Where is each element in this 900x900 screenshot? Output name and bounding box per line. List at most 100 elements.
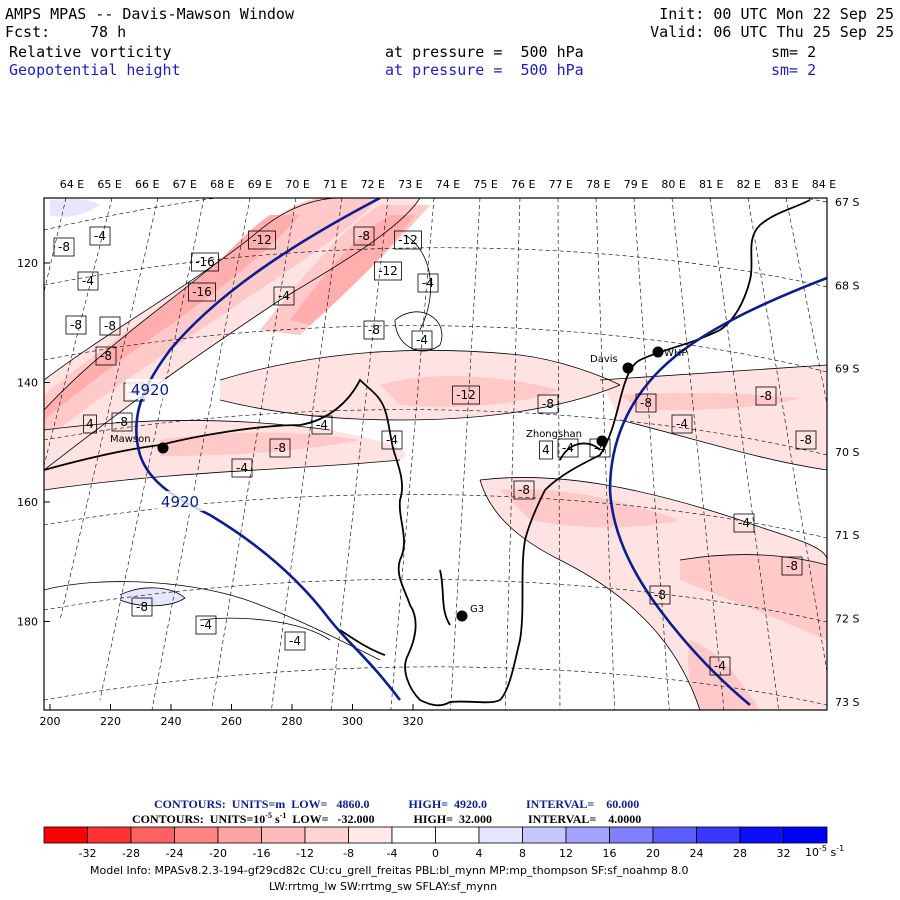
vort-info-units: CONTOURS: UNITS=10 (132, 812, 266, 826)
longitude-label: 78 E (586, 178, 610, 191)
height-contours (134, 198, 827, 706)
station-g3: G3 (456, 604, 484, 622)
svg-text:-8: -8 (136, 600, 148, 614)
height-contour-label: 4920 (131, 381, 169, 399)
colorbar-segment (304, 826, 349, 844)
svg-text:-4: -4 (714, 659, 726, 673)
vorticity-label: -8 (649, 585, 671, 605)
vorticity-label: -16 (188, 282, 216, 302)
longitude-label: 84 E (812, 178, 836, 191)
colorbar-segment (87, 826, 132, 844)
svg-text:-8: -8 (58, 240, 70, 254)
colorbar-label: -32 (79, 847, 97, 860)
vorticity-label: -8 (53, 237, 75, 257)
colorbar-segment (43, 826, 88, 844)
latitude-label: 70 S (835, 446, 859, 459)
svg-text:-8: -8 (786, 559, 798, 573)
svg-text:-4: -4 (676, 417, 688, 431)
svg-text:-8: -8 (760, 389, 772, 403)
station-marker (622, 362, 634, 374)
x-axis-ticks: 200 220 240 260 280 300 320 (40, 704, 424, 728)
vorticity-label: -4 (733, 513, 755, 533)
x-tick-label: 280 (282, 715, 303, 728)
model-info-line1: Model Info: MPASv8.2.3-194-gf29cd82c CU:… (90, 864, 689, 877)
svg-text:-4: -4 (200, 618, 212, 632)
colorbar-label: 4 (476, 847, 483, 860)
colorbar-label: 0 (432, 847, 439, 860)
vorticity-label: -4 (284, 631, 306, 651)
svg-text:-8: -8 (104, 319, 116, 333)
colorbar-label: 8 (519, 847, 526, 860)
svg-text:-4: -4 (386, 433, 398, 447)
height-contour-info: CONTOURS: UNITS=m LOW= 4860.0 HIGH= 4920… (154, 797, 640, 811)
svg-text:-8: -8 (368, 323, 380, 337)
vorticity-label: -4 (417, 273, 439, 293)
vorticity-label: -16 (191, 252, 219, 272)
longitude-label: 74 E (436, 178, 460, 191)
svg-text:-12: -12 (252, 233, 272, 247)
height-contour-label: 4920 (161, 493, 199, 511)
vorticity-label: -8 (269, 438, 291, 458)
vort-info-range: LOW= -32.000 HIGH= 32.000 INTERVAL= 4.00… (286, 812, 642, 826)
colorbar-segment (130, 826, 175, 844)
vorticity-label: -4 (411, 330, 433, 350)
field2-name: Geopotential height (9, 61, 181, 79)
vorticity-label: -12 (452, 385, 480, 405)
longitude-label: 82 E (737, 178, 761, 191)
y-axis-ticks: 120 140 160 180 (17, 257, 50, 629)
vorticity-label: -8 (513, 480, 535, 500)
field2-level: at pressure = 500 hPa (385, 61, 584, 79)
forecast-hour: 78 h (90, 23, 127, 41)
vorticity-label: -4 (311, 415, 333, 435)
station-mawson: Mawson (110, 434, 169, 454)
longitude-label: 69 E (248, 178, 272, 191)
y-tick-label: 120 (17, 257, 38, 270)
longitude-label: 72 E (361, 178, 385, 191)
colorbar-label: 20 (646, 847, 660, 860)
svg-text:-4: -4 (94, 229, 106, 243)
svg-text:-4: -4 (416, 333, 428, 347)
vorticity-label: -8 (99, 316, 121, 336)
vorticity-label: 4 (539, 440, 553, 460)
longitude-labels: 64 E 65 E 66 E 67 E 68 E 69 E 70 E 71 E 72 E 73 E… (60, 178, 836, 191)
latitude-label: 67 S (835, 196, 859, 209)
svg-text:-8: -8 (542, 397, 554, 411)
vorticity-label: -4 (231, 458, 253, 478)
longitude-label: 65 E (97, 178, 121, 191)
colorbar-segment (217, 826, 262, 844)
station-name: Mawson (110, 434, 151, 445)
svg-text:-8: -8 (518, 483, 530, 497)
vorticity-label: -12 (374, 261, 402, 281)
svg-text:-4: -4 (236, 461, 248, 475)
colorbar-label: -20 (209, 847, 227, 860)
svg-text:-4: -4 (594, 441, 606, 455)
longitude-label: 71 E (323, 178, 347, 191)
vort-info-s: s (271, 812, 280, 826)
field2-smoothing: sm= 2 (771, 61, 817, 79)
svg-text:-8: -8 (640, 396, 652, 410)
x-tick-label: 300 (342, 715, 363, 728)
colorbar-label: 16 (603, 847, 617, 860)
init-time: Init: 00 UTC Mon 22 Sep 25 (659, 5, 894, 23)
vorticity-label: -8 (755, 386, 777, 406)
colorbar-label: -12 (296, 847, 314, 860)
vorticity-label: -8 (95, 346, 117, 366)
vort-info-exp: -5 (265, 811, 272, 820)
vorticity-label: -8 (537, 394, 559, 414)
station-name: Zhongshan (526, 429, 582, 440)
vorticity-label: -8 (635, 393, 657, 413)
svg-text:-8: -8 (100, 349, 112, 363)
vorticity-label: -4 (195, 615, 217, 635)
svg-text:-12: -12 (378, 264, 398, 278)
vorticity-label: -4 (77, 271, 99, 291)
svg-text:4: 4 (542, 443, 550, 457)
colorbar-segment (739, 826, 784, 844)
station-davis: Davis (590, 354, 634, 374)
colorbar-segment (609, 826, 654, 844)
station-whp: WHP (652, 346, 687, 359)
svg-text:-8: -8 (70, 318, 82, 332)
colorbar-segment (174, 826, 219, 844)
colorbar-label: -16 (253, 847, 271, 860)
svg-text:-4: -4 (82, 274, 94, 288)
